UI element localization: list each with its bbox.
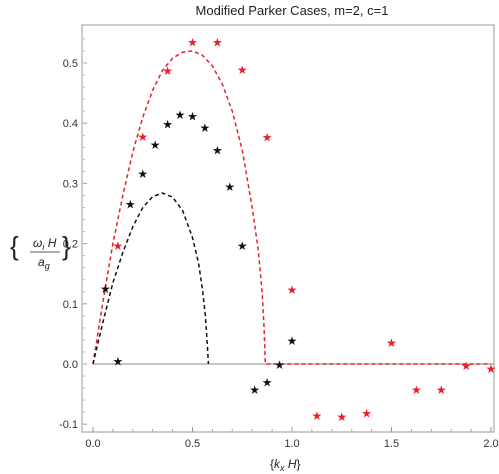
- star-point: ★: [262, 376, 273, 390]
- star-point: ★: [150, 138, 161, 152]
- star-point: ★: [137, 167, 148, 181]
- dashed-curve: [92, 50, 491, 365]
- y-tick-label: 0.2: [63, 239, 78, 251]
- y-axis-label: { ωi H ag }: [10, 231, 71, 271]
- star-point: ★: [187, 110, 198, 124]
- star-point: ★: [100, 282, 111, 296]
- y-label-num-sub: i: [42, 242, 45, 252]
- x-axis-ticks: 0.0 0.5 1.0 1.5 2.0: [85, 427, 499, 450]
- star-point: ★: [486, 362, 497, 376]
- star-point: ★: [187, 36, 198, 50]
- y-label-den-sub: g: [45, 261, 50, 271]
- star-point: ★: [125, 197, 136, 211]
- y-tick-label: 0.4: [63, 118, 78, 130]
- star-point: ★: [212, 143, 223, 157]
- x-tick-label: 1.0: [284, 438, 299, 450]
- y-tick-label: 0.3: [63, 178, 78, 190]
- x-label-close-brace: }: [297, 457, 301, 471]
- star-point: ★: [361, 406, 372, 420]
- star-point: ★: [386, 336, 397, 350]
- star-point: ★: [287, 334, 298, 348]
- y-label-close-brace: }: [62, 231, 71, 261]
- y-label-num-after: H: [44, 236, 56, 250]
- star-point: ★: [137, 130, 148, 144]
- star-point: ★: [112, 355, 123, 369]
- star-point: ★: [336, 410, 347, 424]
- star-point: ★: [411, 383, 422, 397]
- x-label-sub: x: [279, 463, 285, 473]
- data-points: ★★★★ ★★★★★ ★ ★★★ ★★ ★★★★★★★★ ★★★★★★★★★: [100, 36, 496, 424]
- y-label-open-brace: {: [10, 231, 19, 261]
- chart-title: Modified Parker Cases, m=2, c=1: [196, 3, 389, 18]
- y-label-numerator: ωi H: [33, 236, 57, 252]
- y-tick-label: 0.0: [63, 359, 78, 371]
- y-label-den-main: a: [38, 255, 45, 269]
- star-point: ★: [436, 383, 447, 397]
- dashed-curve: [92, 192, 210, 365]
- x-label-main: k: [274, 457, 281, 471]
- y-axis-ticks: -0.1 0.0 0.1 0.2 0.3 0.4 0.5: [59, 38, 87, 431]
- x-axis-label: {kx H}: [270, 457, 301, 473]
- star-point: ★: [287, 283, 298, 297]
- x-label-open-brace: {: [270, 457, 274, 471]
- star-point: ★: [237, 63, 248, 77]
- star-point: ★: [461, 359, 472, 373]
- star-point: ★: [249, 383, 260, 397]
- star-point: ★: [112, 239, 123, 253]
- star-point: ★: [200, 121, 211, 135]
- y-label-num-main: ω: [33, 236, 42, 250]
- star-point: ★: [311, 409, 322, 423]
- star-point: ★: [237, 239, 248, 253]
- x-tick-label: 0.5: [185, 438, 200, 450]
- y-label-denominator: ag: [38, 255, 50, 271]
- x-tick-label: 0.0: [85, 438, 100, 450]
- fitted-curves: [92, 50, 491, 365]
- plot-frame: [81, 24, 495, 433]
- star-point: ★: [175, 108, 186, 122]
- y-tick-label: 0.5: [63, 58, 78, 70]
- star-point: ★: [262, 131, 273, 145]
- x-tick-label: 2.0: [483, 438, 498, 450]
- y-tick-label: 0.1: [63, 299, 78, 311]
- star-point: ★: [162, 117, 173, 131]
- x-label-after: H: [285, 457, 297, 471]
- star-point: ★: [162, 64, 173, 78]
- star-point: ★: [224, 180, 235, 194]
- star-point: ★: [274, 358, 285, 372]
- star-point: ★: [212, 36, 223, 50]
- x-tick-label: 1.5: [384, 438, 399, 450]
- y-tick-label: -0.1: [59, 419, 78, 431]
